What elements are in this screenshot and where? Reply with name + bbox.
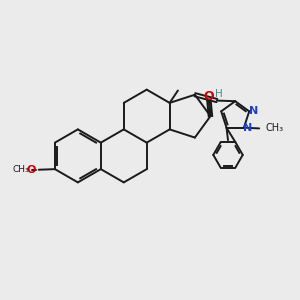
Text: N: N bbox=[249, 106, 258, 116]
Text: H: H bbox=[215, 89, 223, 99]
Text: CH₃: CH₃ bbox=[266, 123, 284, 134]
Text: O: O bbox=[204, 90, 214, 103]
Text: CH₃: CH₃ bbox=[13, 165, 29, 174]
Text: N: N bbox=[243, 123, 253, 134]
Text: O: O bbox=[27, 165, 36, 175]
